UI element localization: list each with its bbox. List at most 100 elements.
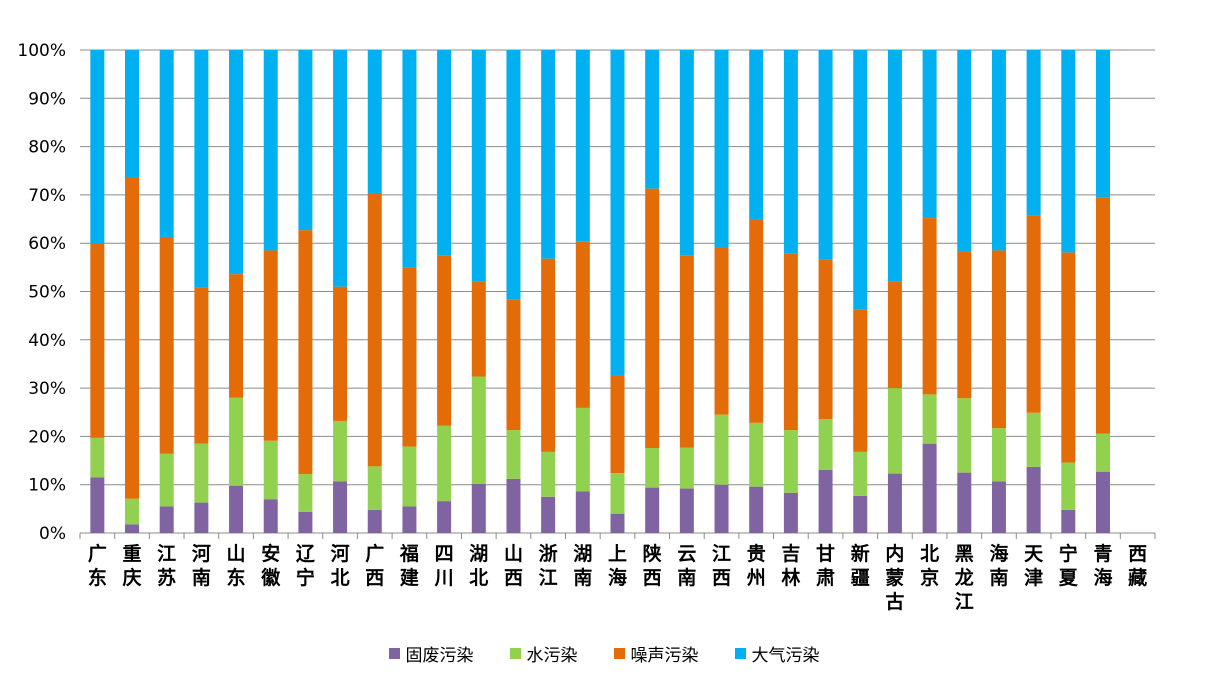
x-category-label: 上海 [608, 543, 627, 589]
legend-label: 噪声污染 [630, 646, 699, 666]
legend: 固废污染 水污染 噪声污染 大气污染 [0, 641, 1208, 666]
bar-segment [367, 50, 382, 193]
bar-segment [194, 443, 209, 503]
bar-segment [991, 50, 1006, 251]
bar-segment [437, 501, 452, 533]
bar-segment [333, 420, 348, 482]
bar-segment [90, 437, 105, 478]
bar-segment [506, 50, 521, 300]
legend-swatch [734, 648, 746, 659]
bar-segment [194, 287, 209, 444]
bar-segment [853, 451, 868, 496]
bar-segment [194, 502, 209, 533]
y-tick-label: 20% [28, 427, 66, 447]
bar-segment [853, 50, 868, 310]
bar-segment [159, 453, 174, 507]
legend-item-noise: 噪声污染 [613, 641, 699, 666]
bar-segment [333, 50, 348, 287]
bar-segment [957, 50, 972, 252]
bar-segment [610, 375, 625, 474]
bar-segment [298, 511, 313, 533]
bar-segment [991, 428, 1006, 482]
bar-segment [714, 484, 729, 533]
x-category-label: 吉林 [781, 542, 800, 589]
bar-segment [402, 446, 417, 507]
legend-item-water: 水污染 [509, 641, 578, 666]
bar-segment [263, 250, 278, 441]
bar-segment [402, 506, 417, 533]
bar-segment [159, 506, 174, 533]
bar-segment [90, 243, 105, 438]
x-category-label: 湖南 [573, 543, 592, 589]
bar-segment [922, 218, 937, 395]
x-category-label: 广西 [365, 542, 384, 589]
bar-segment [1061, 509, 1076, 533]
bar-segment [887, 388, 902, 474]
bar-segment [333, 481, 348, 533]
bar-segment [783, 253, 798, 431]
x-category-label: 山东 [227, 543, 246, 589]
bar-segment [506, 299, 521, 431]
bar-segment [610, 50, 625, 376]
x-category-label: 四川 [434, 543, 454, 589]
bar-segment [922, 443, 937, 533]
x-category-label: 江苏 [157, 543, 176, 589]
x-category-label: 重庆 [123, 543, 142, 589]
bar-segment [437, 255, 452, 426]
bar-segment [575, 491, 590, 533]
y-tick-label: 80% [28, 138, 66, 158]
bar-segment [679, 447, 694, 489]
bar-segment [229, 485, 244, 533]
x-category-label: 海南 [989, 542, 1008, 589]
bar-segment [367, 466, 382, 510]
x-category-label: 安徽 [260, 542, 281, 589]
y-tick-label: 40% [28, 331, 66, 351]
x-category-label: 河北 [331, 543, 350, 589]
x-category-label: 辽宁 [296, 543, 315, 589]
bar-segment [783, 430, 798, 493]
bar-segment [991, 481, 1006, 533]
bar-segment [1026, 412, 1041, 467]
x-category-label: 天津 [1024, 543, 1044, 589]
bar-segment [125, 524, 140, 533]
bar-segment [1061, 462, 1076, 510]
bar-segment [714, 50, 729, 248]
bar-segment [367, 509, 382, 533]
bar-segment [402, 50, 417, 268]
bar-segment [991, 250, 1006, 429]
bar-segment [818, 259, 833, 420]
bar-segment [471, 50, 486, 282]
bar-segment [90, 50, 105, 244]
x-category-label: 福建 [399, 542, 419, 589]
bar-segment [541, 258, 556, 452]
bar-segment [575, 241, 590, 408]
y-tick-label: 100% [17, 41, 66, 61]
legend-label: 固废污染 [405, 646, 474, 666]
bar-segment [1026, 215, 1041, 413]
bar-segment [645, 188, 660, 448]
bar-segment [159, 236, 174, 454]
bar-segment [333, 286, 348, 421]
bar-segment [402, 267, 417, 447]
x-category-label: 内蒙古 [885, 542, 904, 613]
bar-segment [679, 488, 694, 533]
bar-segment [263, 50, 278, 251]
bar-segment [610, 513, 625, 533]
bar-segment [783, 50, 798, 254]
bar-segment [645, 447, 660, 488]
bar-segment [125, 498, 140, 525]
y-tick-label: 50% [28, 283, 66, 303]
bar-segment [679, 255, 694, 448]
x-category-label: 青海 [1093, 543, 1112, 589]
y-tick-label: 90% [28, 89, 66, 109]
bar-segment [471, 483, 486, 533]
bar-segment [1095, 471, 1110, 533]
x-category-label: 云南 [677, 543, 696, 589]
bar-segment [437, 425, 452, 502]
x-category-label: 陕西 [643, 542, 662, 589]
x-category-label: 江西 [712, 543, 731, 589]
bar-segment [229, 274, 244, 398]
x-category-label: 西藏 [1128, 543, 1147, 589]
bar-segment [922, 50, 937, 219]
bar-segment [437, 50, 452, 256]
